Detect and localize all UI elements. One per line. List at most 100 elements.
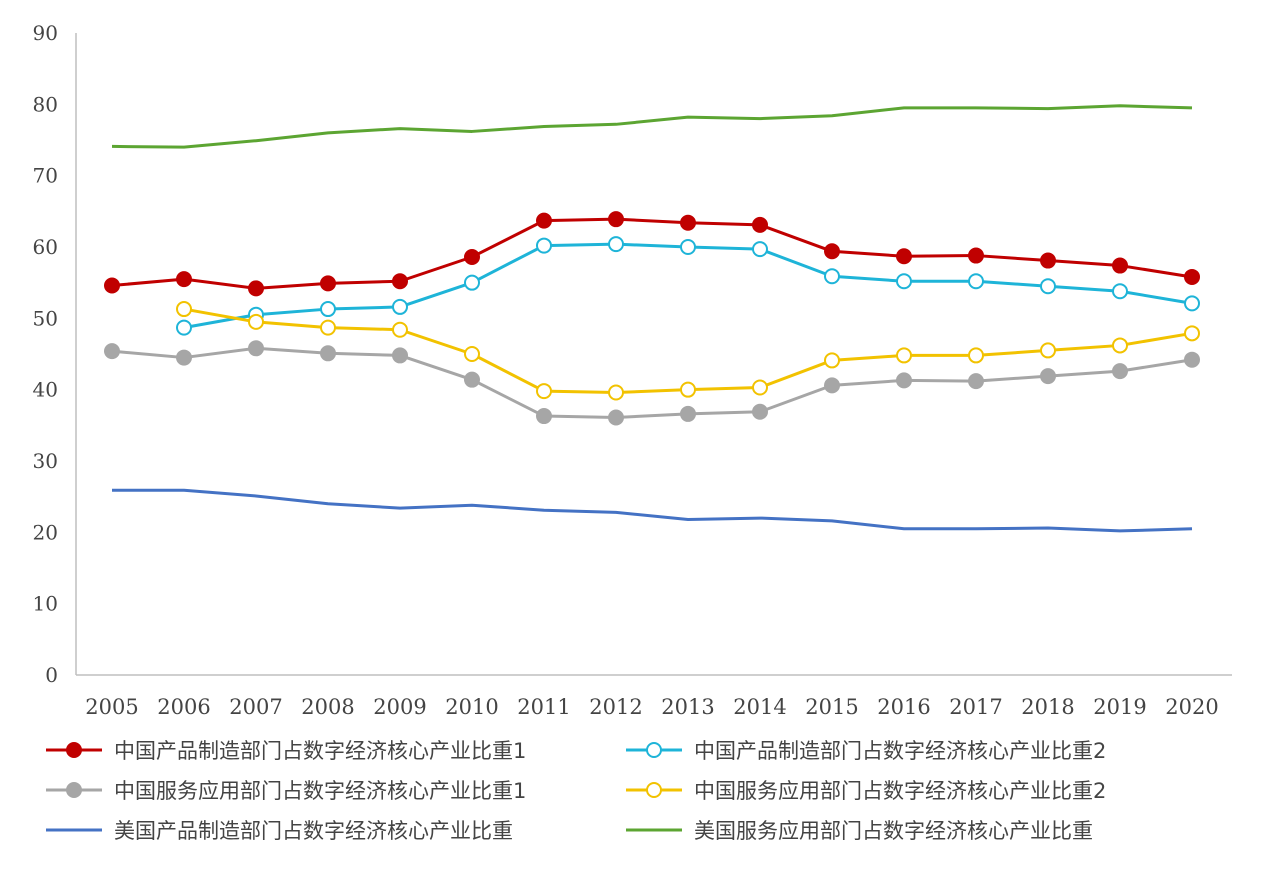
data-point (1040, 342, 1056, 359)
x-tick-label: 2015 (805, 695, 858, 719)
data-point (1184, 325, 1200, 342)
data-point (1040, 278, 1056, 295)
data-point (248, 280, 264, 297)
x-tick-label: 2008 (301, 695, 354, 719)
legend-label: 美国产品制造部门占数字经济核心产业比重 (114, 819, 513, 843)
data-point (320, 345, 336, 362)
data-point (464, 248, 480, 265)
series-3 (104, 340, 1200, 426)
legend-label: 中国产品制造部门占数字经济核心产业比重2 (694, 739, 1107, 763)
x-tick-label: 2014 (733, 695, 786, 719)
data-point (680, 381, 696, 398)
legend-label: 中国服务应用部门占数字经济核心产业比重2 (694, 779, 1107, 803)
legend-label: 美国服务应用部门占数字经济核心产业比重 (694, 819, 1093, 843)
data-point (248, 313, 264, 330)
data-point (1184, 351, 1200, 368)
legend-line-marker-icon (46, 742, 102, 758)
data-point (464, 274, 480, 291)
legend-item-us-services: 美国服务应用部门占数字经济核心产业比重 (626, 810, 1093, 850)
x-tick-label: 2009 (373, 695, 426, 719)
data-point (392, 273, 408, 290)
series-6 (111, 104, 1193, 149)
y-tick-label: 10 (33, 592, 58, 616)
legend-line-marker-icon (46, 782, 102, 798)
series-line (112, 488, 1193, 533)
x-tick-label: 2017 (949, 695, 1002, 719)
data-point (752, 379, 768, 396)
data-point (968, 247, 984, 264)
data-point (896, 273, 912, 290)
data-point (536, 237, 552, 254)
data-point (752, 403, 768, 420)
data-point (968, 347, 984, 364)
data-point (824, 268, 840, 285)
data-point (824, 352, 840, 369)
data-point (680, 214, 696, 231)
x-tick-label: 2011 (517, 695, 570, 719)
y-tick-label: 80 (33, 92, 58, 116)
data-point (1040, 368, 1056, 385)
series-line (111, 346, 1193, 419)
y-tick-label: 40 (33, 378, 58, 402)
data-point (176, 319, 192, 336)
x-tick-label: 2007 (229, 695, 282, 719)
data-point (896, 248, 912, 265)
data-point (392, 347, 408, 364)
data-point (392, 321, 408, 338)
data-point (536, 408, 552, 425)
legend-item-cn-manufacturing-1: 中国产品制造部门占数字经济核心产业比重1 (46, 730, 526, 770)
x-tick-label: 2019 (1093, 695, 1146, 719)
y-tick-label: 70 (33, 164, 58, 188)
data-point (464, 371, 480, 388)
data-point (896, 372, 912, 389)
series-layer (104, 104, 1200, 533)
y-tick-label: 50 (33, 306, 58, 330)
x-tick-label: 2012 (589, 695, 642, 719)
x-tick-label: 2006 (157, 695, 210, 719)
data-point (608, 409, 624, 426)
data-point (176, 271, 192, 288)
data-point (752, 241, 768, 258)
data-point (1184, 268, 1200, 285)
data-point (608, 236, 624, 253)
data-point (608, 211, 624, 228)
x-tick-label: 2013 (661, 695, 714, 719)
series-line (111, 217, 1193, 290)
line-chart: 0 10 20 30 40 50 60 70 80 90 2005 2006 2007 2008 2009… (33, 21, 1232, 719)
data-point (320, 301, 336, 318)
x-tick-label: 2010 (445, 695, 498, 719)
data-point (1112, 363, 1128, 380)
legend-item-cn-services-1: 中国服务应用部门占数字经济核心产业比重1 (46, 770, 526, 810)
x-tick-label: 2005 (85, 695, 138, 719)
data-point (752, 216, 768, 233)
data-point (320, 319, 336, 336)
data-point (176, 349, 192, 366)
legend-item-cn-manufacturing-2: 中国产品制造部门占数字经济核心产业比重2 (626, 730, 1106, 770)
y-tick-label: 0 (45, 663, 58, 687)
data-point (536, 212, 552, 229)
series-5 (112, 488, 1193, 533)
y-tick-label: 90 (33, 21, 58, 45)
legend-line-icon (46, 828, 102, 832)
legend-line-marker-icon (626, 782, 682, 798)
data-point (680, 239, 696, 255)
legend-item-us-manufacturing: 美国产品制造部门占数字经济核心产业比重 (46, 810, 513, 850)
data-point (1112, 337, 1128, 354)
legend-label: 中国产品制造部门占数字经济核心产业比重1 (114, 739, 527, 763)
data-point (536, 383, 552, 400)
data-point (320, 275, 336, 292)
x-tick-label: 2016 (877, 695, 930, 719)
data-point (176, 301, 192, 318)
series-4 (176, 301, 1200, 401)
data-point (896, 347, 912, 364)
series-2 (176, 236, 1200, 336)
series-line (111, 104, 1193, 149)
data-point (1040, 252, 1056, 269)
series-1 (104, 211, 1200, 297)
data-point (1112, 257, 1128, 274)
legend-item-cn-services-2: 中国服务应用部门占数字经济核心产业比重2 (626, 770, 1106, 810)
data-point (608, 384, 624, 401)
x-tick-label: 2020 (1165, 695, 1218, 719)
data-point (680, 405, 696, 422)
legend-line-marker-icon (626, 742, 682, 758)
